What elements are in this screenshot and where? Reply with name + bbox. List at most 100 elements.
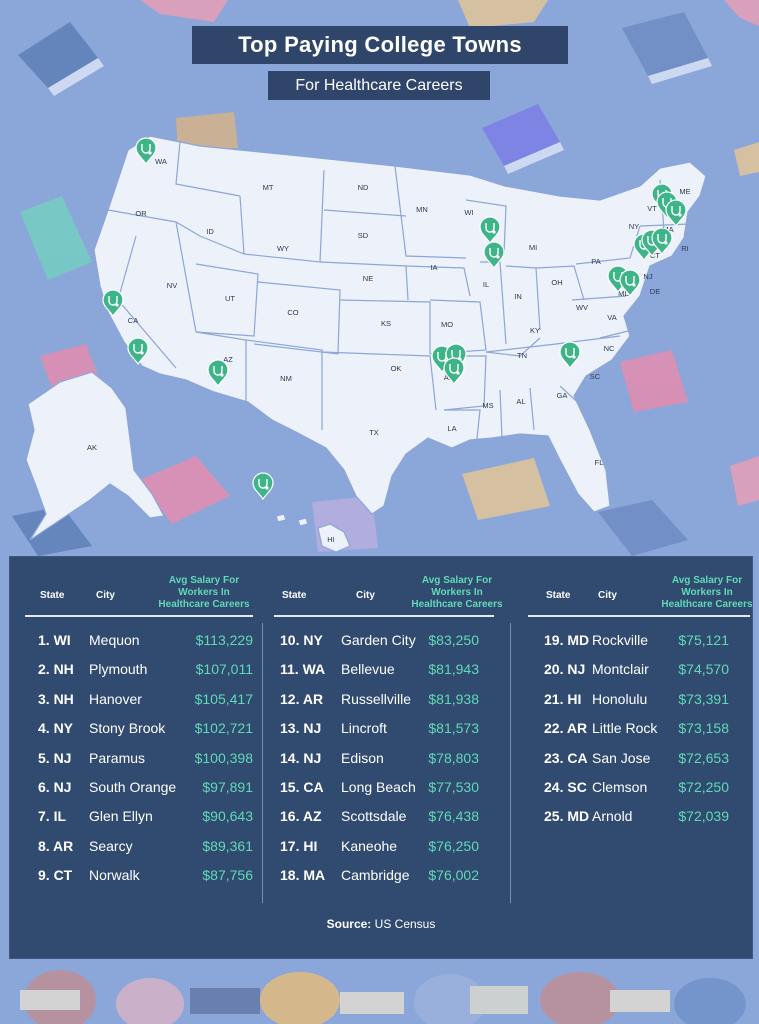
salary-value: $97,891 [202, 779, 253, 795]
salary-value: $72,250 [678, 779, 729, 795]
state-label-ky: KY [530, 326, 540, 335]
state-label-ne: NE [363, 274, 373, 283]
salary-value: $83,250 [428, 632, 479, 648]
state-label-or: OR [135, 209, 147, 218]
salary-value: $102,721 [194, 720, 253, 737]
salary-value: $113,229 [195, 632, 253, 648]
state-label-ia: IA [430, 263, 437, 272]
state-label-co: CO [287, 308, 298, 317]
rank-state: 10. NY [280, 632, 323, 648]
state-label-wa: WA [155, 157, 167, 166]
city-name: Norwalk [89, 867, 140, 884]
stethoscope-pin-icon [479, 216, 501, 245]
state-label-oh: OH [551, 278, 562, 287]
header-state: State [40, 590, 65, 601]
source-value: US Census [374, 917, 436, 931]
state-label-va: VA [607, 313, 616, 322]
city-name: South Orange [89, 779, 177, 795]
city-name: Bellevue [341, 661, 395, 678]
header-salary-line: Workers In [431, 587, 483, 598]
stethoscope-pin-icon [443, 357, 465, 386]
salary-value: $78,803 [428, 749, 479, 766]
header-salary-line: Avg Salary For [671, 575, 743, 586]
state-label-ok: OK [391, 364, 402, 373]
state-label-ct: CT [650, 251, 660, 260]
city-name: Lincroft [341, 720, 387, 737]
stethoscope-pin-icon [559, 341, 581, 370]
page-title: Top Paying College Towns [192, 26, 568, 64]
state-label-nv: NV [167, 281, 177, 290]
rank-state: 7. IL [38, 808, 67, 825]
header-divider [528, 615, 750, 617]
state-label-sc: SC [590, 372, 601, 381]
salary-value: $100,398 [194, 749, 253, 766]
city-name: San Jose [592, 749, 651, 766]
state-label-pa: PA [591, 257, 600, 266]
header-salary-line: Workers In [178, 587, 230, 598]
page-subtitle: For Healthcare Careers [268, 71, 490, 100]
rank-state: 22. AR [544, 720, 588, 737]
state-label-ga: GA [557, 391, 568, 400]
state-label-tn: TN [517, 351, 527, 360]
stethoscope-pin-icon [127, 337, 149, 366]
state-label-mt: MT [263, 183, 274, 192]
ranking-column-2: State City Avg Salary For Workers In Healthc… [262, 557, 512, 907]
header-state: State [546, 590, 571, 601]
ranking-column-3: State City Avg Salary For Workers In Healthc… [510, 557, 759, 907]
rank-state: 13. NJ [280, 720, 322, 737]
table-row: 9. CT Norwalk $87,756 [10, 865, 260, 885]
salary-value: $76,438 [428, 808, 479, 825]
rank-state: 12. AR [280, 690, 324, 707]
rank-state: 14. NJ [280, 749, 322, 766]
hawaii-shape [317, 523, 351, 553]
salary-value: $76,002 [428, 867, 479, 884]
rank-state: 17. HI [280, 837, 318, 854]
state-label-nd: ND [358, 183, 369, 192]
salary-value: $107,011 [195, 661, 253, 678]
table-row: 8. AR Searcy $89,361 [10, 836, 260, 856]
table-row: 22. AR Little Rock $73,158 [510, 718, 759, 738]
stethoscope-pin-icon [483, 241, 505, 270]
rank-state: 9. CT [38, 867, 73, 884]
city-name: Montclair [592, 661, 649, 678]
state-label-wi: WI [464, 208, 473, 217]
rank-state: 19. MD [544, 632, 590, 648]
students-reading-illustration [0, 960, 759, 1024]
rank-state: 23. CA [544, 749, 588, 766]
salary-value: $77,530 [428, 779, 479, 795]
city-name: Hanover [89, 690, 142, 707]
table-row: 2. NH Plymouth $107,011 [10, 659, 260, 679]
table-row: 6. NJ South Orange $97,891 [10, 777, 260, 797]
salary-value: $81,943 [428, 661, 479, 678]
state-label-wv: WV [576, 303, 588, 312]
table-row: 10. NY Garden City $83,250 [262, 630, 512, 650]
table-row: 14. NJ Edison $78,803 [262, 748, 512, 768]
city-name: Arnold [592, 808, 633, 825]
rank-state: 21. HI [544, 690, 582, 707]
table-row: 4. NY Stony Brook $102,721 [10, 718, 260, 738]
city-name: Scottsdale [341, 808, 407, 825]
state-label-vt: VT [647, 204, 657, 213]
state-label-md: MD [618, 289, 630, 298]
rank-state: 5. NJ [38, 749, 72, 766]
table-row: 7. IL Glen Ellyn $90,643 [10, 806, 260, 826]
city-name: Kaneohe [341, 837, 398, 854]
state-label-al: AL [516, 397, 525, 406]
table-row: 12. AR Russellville $81,938 [262, 689, 512, 709]
city-name: Stony Brook [89, 720, 166, 737]
table-row: 11. WA Bellevue $81,943 [262, 659, 512, 679]
city-name: Cambridge [341, 867, 410, 884]
city-name: Edison [341, 749, 384, 766]
state-label-in: IN [514, 292, 522, 301]
salary-value: $87,756 [202, 867, 253, 884]
state-label-de: DE [650, 287, 660, 296]
column-divider [510, 623, 511, 903]
stethoscope-pin-icon [102, 289, 124, 318]
state-label-ak: AK [87, 443, 97, 452]
stethoscope-pin-icon [207, 359, 229, 388]
state-label-ny: NY [629, 222, 639, 231]
source-note: Source: US Census [10, 917, 752, 931]
rank-state: 25. MD [544, 808, 590, 825]
city-name: Russellville [341, 690, 412, 707]
